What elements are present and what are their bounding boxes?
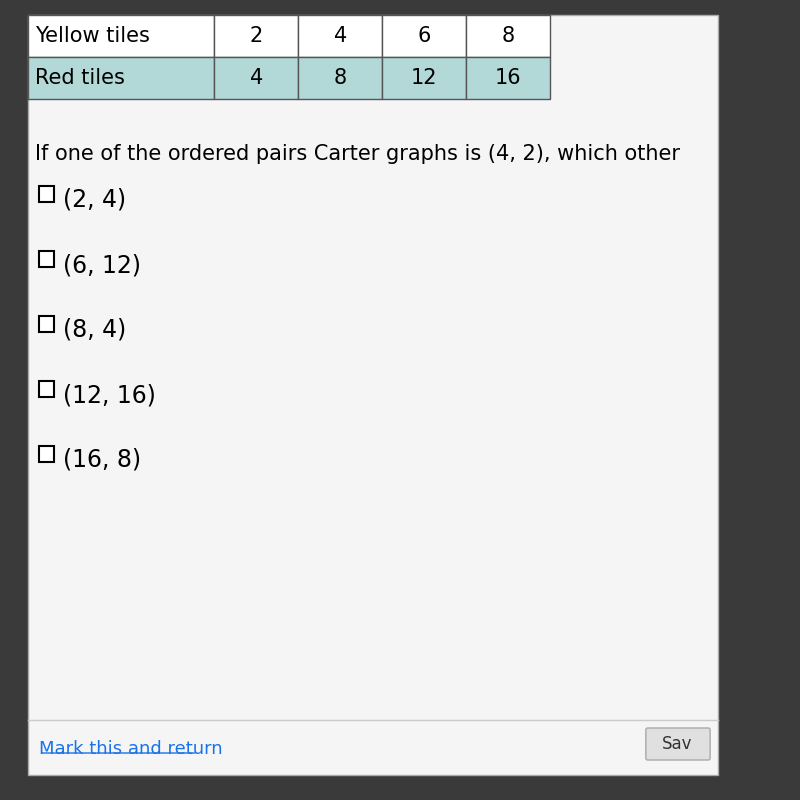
Text: (8, 4): (8, 4) (63, 318, 126, 342)
FancyBboxPatch shape (39, 251, 54, 267)
FancyBboxPatch shape (39, 446, 54, 462)
Text: 2: 2 (250, 26, 263, 46)
Text: 6: 6 (418, 26, 430, 46)
FancyBboxPatch shape (28, 15, 214, 57)
FancyBboxPatch shape (382, 15, 466, 57)
Text: (16, 8): (16, 8) (63, 448, 142, 472)
FancyBboxPatch shape (214, 15, 298, 57)
FancyBboxPatch shape (466, 15, 550, 57)
Text: (2, 4): (2, 4) (63, 188, 126, 212)
FancyBboxPatch shape (298, 57, 382, 99)
Text: 4: 4 (250, 68, 263, 88)
FancyBboxPatch shape (382, 57, 466, 99)
FancyBboxPatch shape (214, 57, 298, 99)
FancyBboxPatch shape (28, 57, 214, 99)
Text: (6, 12): (6, 12) (63, 253, 142, 277)
FancyBboxPatch shape (646, 728, 710, 760)
Text: 16: 16 (494, 68, 522, 88)
Text: (12, 16): (12, 16) (63, 383, 156, 407)
Text: 8: 8 (334, 68, 346, 88)
FancyBboxPatch shape (466, 57, 550, 99)
Text: Sav: Sav (662, 735, 693, 753)
Text: 12: 12 (410, 68, 438, 88)
Text: Mark this and return: Mark this and return (39, 740, 222, 758)
FancyBboxPatch shape (39, 381, 54, 397)
Text: If one of the ordered pairs Carter graphs is (4, 2), which other: If one of the ordered pairs Carter graph… (35, 144, 681, 164)
FancyBboxPatch shape (39, 316, 54, 332)
Text: Yellow tiles: Yellow tiles (35, 26, 150, 46)
FancyBboxPatch shape (39, 186, 54, 202)
FancyBboxPatch shape (298, 15, 382, 57)
Text: 4: 4 (334, 26, 346, 46)
Text: 8: 8 (502, 26, 514, 46)
FancyBboxPatch shape (28, 15, 718, 775)
Text: Red tiles: Red tiles (35, 68, 126, 88)
